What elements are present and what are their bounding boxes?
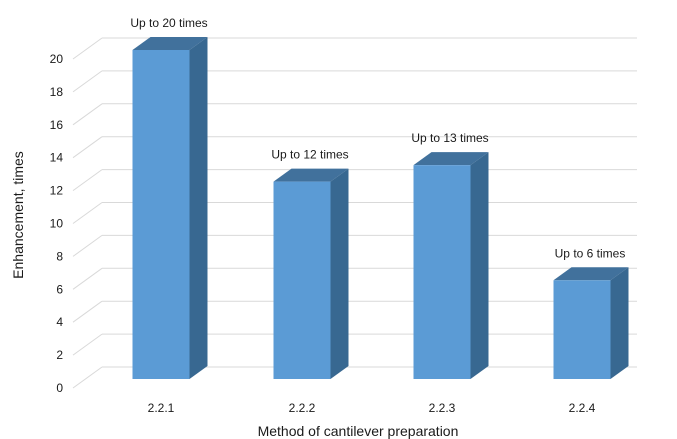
gridline-depth: [72, 169, 103, 192]
y-tick-label: 4: [56, 315, 63, 329]
x-axis-title: Method of cantilever preparation: [258, 423, 459, 439]
bar: [273, 168, 349, 379]
bar-top: [553, 267, 629, 281]
y-tick-label: 10: [50, 217, 64, 231]
gridline-depth: [72, 103, 103, 126]
gridline-depth: [72, 267, 103, 290]
gridline-depth: [72, 300, 103, 323]
y-tick-label: 8: [56, 249, 63, 263]
x-tick-label: 2.2.3: [429, 401, 456, 415]
x-axis-ticks: 2.2.1 2.2.2 2.2.3 2.2.4: [148, 401, 596, 415]
data-label: Up to 13 times: [411, 131, 488, 145]
bar: [132, 37, 208, 379]
y-tick-label: 12: [50, 184, 64, 198]
bar-front: [553, 280, 611, 379]
x-tick-label: 2.2.2: [289, 401, 316, 415]
bar: [553, 267, 629, 379]
bar-front: [132, 50, 190, 379]
y-tick-label: 6: [56, 282, 63, 296]
gridline-depth: [72, 136, 103, 159]
data-label: Up to 6 times: [555, 246, 626, 260]
x-tick-label: 2.2.1: [148, 401, 175, 415]
data-labels: Up to 20 times Up to 12 times Up to 13 tim…: [130, 16, 625, 260]
y-tick-label: 20: [50, 52, 64, 66]
y-axis-ticks: 0 2 4 6 8 10 12 14 16 18 20: [50, 52, 64, 395]
bar: [413, 152, 489, 379]
y-tick-label: 16: [50, 118, 64, 132]
bars: [132, 37, 629, 379]
gridline-depth: [72, 366, 103, 389]
bar-side: [330, 168, 349, 379]
bar-side: [610, 267, 629, 379]
bar-top: [273, 168, 349, 182]
bar-front: [273, 181, 331, 379]
data-label: Up to 12 times: [271, 148, 348, 162]
gridline-depth: [72, 70, 103, 93]
gridline-depth: [72, 202, 103, 224]
bar-front: [413, 165, 471, 379]
y-axis-title: Enhancement, times: [10, 151, 26, 279]
bar-top: [413, 152, 489, 166]
gridline-depth: [72, 37, 103, 60]
y-tick-label: 2: [56, 348, 63, 362]
gridline-depth: [72, 234, 103, 257]
x-tick-label: 2.2.4: [569, 401, 596, 415]
gridline-depth: [72, 333, 103, 356]
bar-side: [189, 37, 208, 379]
data-label: Up to 20 times: [130, 16, 207, 30]
bar-side: [470, 152, 489, 379]
bar-top: [132, 37, 208, 50]
y-tick-label: 14: [50, 151, 64, 165]
y-tick-label: 18: [50, 85, 64, 99]
y-tick-label: 0: [56, 381, 63, 395]
